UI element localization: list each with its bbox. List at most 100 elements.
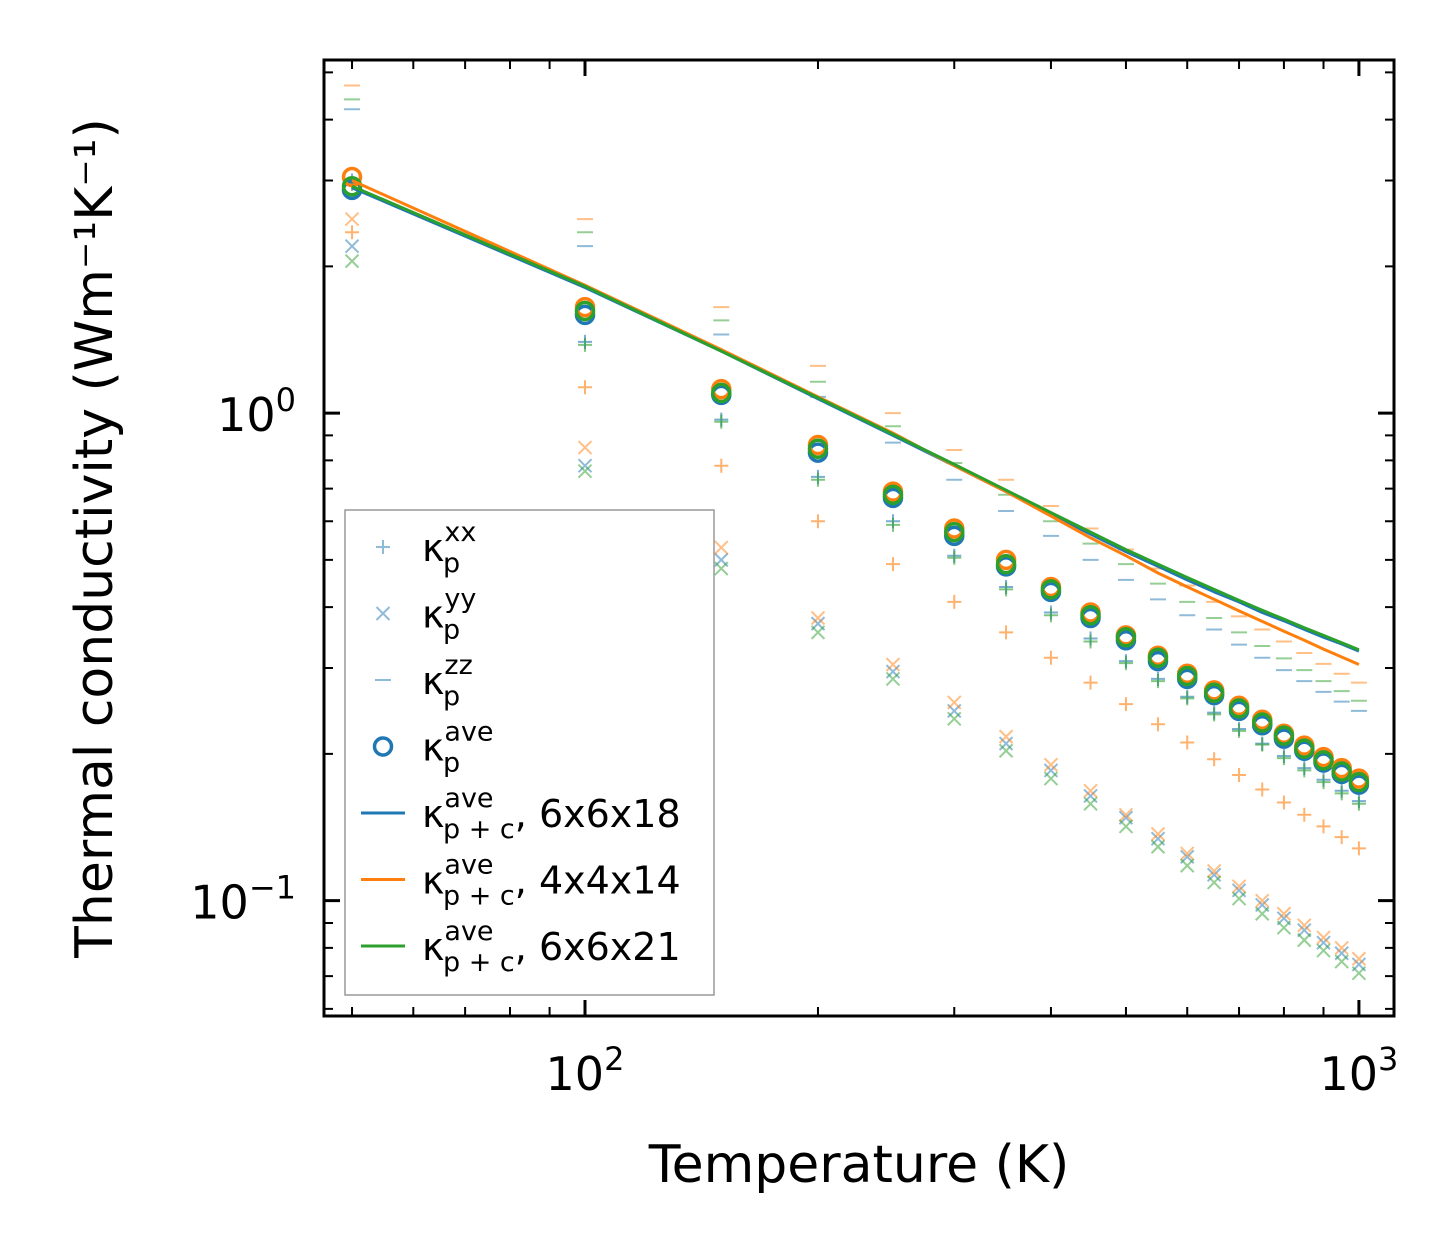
kave-point-6x6x21 bbox=[882, 484, 904, 506]
legend-label-5: κave p + c, 4x4x14 bbox=[422, 850, 681, 912]
series-kyy-4x4x14 bbox=[344, 211, 1367, 966]
series-kyy-6x6x21 bbox=[344, 253, 1367, 981]
kyy-point-6x6x21 bbox=[1255, 906, 1270, 921]
kave-point-6x6x21 bbox=[1228, 698, 1250, 719]
kxx-point-4x4x14 bbox=[885, 557, 900, 572]
kave-point-6x6x21 bbox=[1203, 682, 1225, 703]
kxx-point-4x4x14 bbox=[1083, 675, 1098, 690]
kxx-point-6x6x21 bbox=[999, 582, 1014, 597]
kyy-point-6x6x21 bbox=[1150, 839, 1166, 854]
kave-point-6x6x21 bbox=[995, 553, 1017, 575]
kxx-point-4x4x14 bbox=[1351, 841, 1366, 856]
kyy-point-6x6x21 bbox=[577, 464, 593, 479]
kxx-point-6x6x21 bbox=[1232, 723, 1247, 738]
series-kzz-6x6x18 bbox=[344, 108, 1367, 712]
kave-point-6x6x21 bbox=[711, 382, 732, 404]
kave-point-6x6x21 bbox=[1115, 626, 1137, 648]
kave-point-6x6x21 bbox=[944, 521, 965, 543]
kxx-point-6x6x21 bbox=[1334, 786, 1349, 801]
kave-point-6x6x21 bbox=[1080, 604, 1101, 626]
kxx-point-6x6x21 bbox=[1297, 763, 1312, 778]
kxx-point-4x4x14 bbox=[1207, 752, 1222, 767]
y-axis-label: Thermal conductivity (Wm⁻¹K⁻¹) bbox=[65, 118, 125, 959]
kxx-point-6x6x21 bbox=[885, 517, 900, 532]
kyy-point-6x6x21 bbox=[1351, 965, 1367, 981]
kyy-point-4x4x14 bbox=[1083, 783, 1098, 799]
kxx-point-4x4x14 bbox=[1297, 807, 1312, 822]
kyy-point-4x4x14 bbox=[1297, 918, 1312, 933]
kyy-point-6x6x21 bbox=[344, 253, 360, 269]
kyy-point-4x4x14 bbox=[1180, 846, 1195, 861]
kave-point-6x6x21 bbox=[1294, 738, 1315, 759]
kave-point-6x6x21 bbox=[1313, 750, 1334, 771]
legend-marker-3 bbox=[372, 736, 394, 757]
legend-marker-1 bbox=[375, 606, 391, 621]
kxx-point-6x6x21 bbox=[1150, 674, 1165, 689]
kxx-point-4x4x14 bbox=[1150, 717, 1165, 732]
kyy-point-4x4x14 bbox=[1255, 893, 1270, 908]
kxx-point-4x4x14 bbox=[578, 380, 592, 395]
kyy-point-4x4x14 bbox=[998, 729, 1014, 744]
kyy-point-6x6x21 bbox=[1334, 954, 1349, 969]
kave-point-6x6x21 bbox=[1040, 579, 1062, 600]
kave-point-6x6x21 bbox=[1273, 725, 1295, 746]
kxx-point-6x6x21 bbox=[1207, 707, 1222, 722]
kxx-point-4x4x14 bbox=[999, 625, 1014, 640]
kxx-point-6x6x21 bbox=[947, 550, 962, 565]
kxx-point-4x4x14 bbox=[1276, 795, 1291, 810]
kave-point-6x6x21 bbox=[341, 175, 363, 197]
kyy-point-4x4x14 bbox=[1150, 826, 1166, 842]
kave-point-6x6x21 bbox=[1147, 647, 1169, 668]
kyy-point-6x6x18 bbox=[577, 458, 593, 473]
kyy-point-6x6x18 bbox=[885, 664, 901, 679]
kyy-point-4x4x14 bbox=[577, 440, 593, 455]
kyy-point-4x4x14 bbox=[1206, 863, 1222, 879]
series-layer bbox=[341, 84, 1370, 981]
kxx-point-4x4x14 bbox=[1316, 819, 1331, 834]
legend-box bbox=[344, 509, 715, 996]
series-kxx-4x4x14 bbox=[345, 225, 1366, 856]
kyy-point-6x6x21 bbox=[1297, 932, 1312, 948]
kyy-point-4x4x14 bbox=[344, 211, 360, 227]
kave-point-6x6x21 bbox=[1348, 771, 1370, 793]
kyy-point-6x6x21 bbox=[1316, 943, 1331, 958]
legend-marker-0 bbox=[376, 540, 390, 554]
kyy-point-6x6x21 bbox=[1180, 858, 1195, 873]
kxx-point-6x6x21 bbox=[1255, 737, 1270, 752]
kave-point-6x6x21 bbox=[1251, 712, 1273, 733]
kxx-point-6x6x21 bbox=[810, 472, 825, 487]
legend-label-3: κave p bbox=[422, 717, 494, 779]
kxx-point-6x6x21 bbox=[1083, 634, 1098, 649]
kyy-point-6x6x21 bbox=[947, 711, 962, 727]
kxx-point-4x4x14 bbox=[1180, 735, 1195, 750]
kxx-point-4x4x14 bbox=[714, 458, 729, 473]
kxx-point-6x6x21 bbox=[1180, 691, 1195, 706]
kyy-point-4x4x14 bbox=[885, 657, 901, 672]
kyy-point-6x6x21 bbox=[1276, 920, 1292, 935]
kyy-point-4x4x14 bbox=[1334, 940, 1349, 956]
kyy-point-6x6x18 bbox=[998, 736, 1014, 751]
plot-frame bbox=[322, 58, 1396, 1018]
kyy-point-6x6x21 bbox=[998, 743, 1014, 758]
legend-label-4: κave p + c, 6x6x18 bbox=[422, 783, 681, 845]
kxx-point-4x4x14 bbox=[1232, 768, 1247, 783]
kxx-point-6x6x21 bbox=[1043, 608, 1058, 623]
kave-point-6x6x21 bbox=[1331, 761, 1352, 782]
kyy-point-4x4x14 bbox=[1231, 879, 1247, 894]
kave-point-6x6x21 bbox=[574, 300, 596, 322]
legend-label-1: κyy p bbox=[422, 584, 476, 646]
kyy-point-6x6x18 bbox=[344, 238, 360, 254]
kxx-point-4x4x14 bbox=[1118, 697, 1133, 712]
legend-label-0: κxx p bbox=[422, 517, 476, 579]
kxx-point-6x6x21 bbox=[714, 414, 729, 429]
x-tick-label: 103 bbox=[1319, 1040, 1398, 1101]
series-kave-6x6x21 bbox=[341, 175, 1370, 793]
kxx-point-4x4x14 bbox=[345, 225, 360, 240]
kpc-line-6x6x21 bbox=[351, 184, 1360, 652]
kxx-point-6x6x21 bbox=[1118, 656, 1133, 671]
kave-point-6x6x21 bbox=[1176, 665, 1198, 687]
kxx-point-4x4x14 bbox=[1255, 782, 1270, 797]
kave-point-6x6x21 bbox=[807, 438, 829, 460]
kxx-point-6x6x21 bbox=[1351, 796, 1366, 811]
